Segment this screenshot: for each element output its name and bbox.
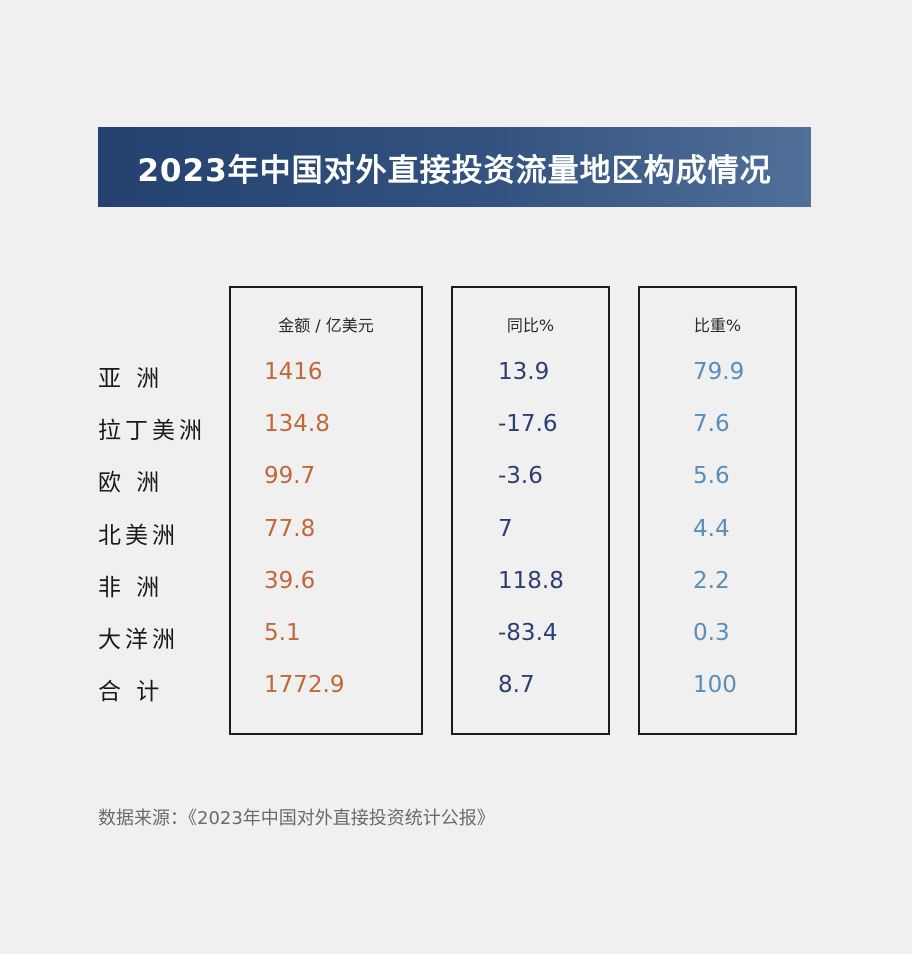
yoy-cell: -17.6 xyxy=(498,411,558,437)
share-cell: 7.6 xyxy=(693,411,730,437)
share-cell: 79.9 xyxy=(693,359,745,385)
yoy-cell: 118.8 xyxy=(498,568,564,594)
share-cell: 2.2 xyxy=(693,568,730,594)
row-label: 亚 洲 xyxy=(98,366,164,392)
row-label: 大洋洲 xyxy=(98,627,179,653)
yoy-cell: 13.9 xyxy=(498,359,550,385)
yoy-cell: 7 xyxy=(498,516,513,542)
amount-cell: 1772.9 xyxy=(264,672,345,698)
yoy-cell: -3.6 xyxy=(498,463,543,489)
row-label: 欧 洲 xyxy=(98,470,164,496)
share-cell: 0.3 xyxy=(693,620,730,646)
row-label: 非 洲 xyxy=(98,575,164,601)
amount-cell: 77.8 xyxy=(264,516,316,542)
amount-cell: 1416 xyxy=(264,359,323,385)
share-cell: 5.6 xyxy=(693,463,730,489)
column-header-yoy: 同比% xyxy=(506,316,555,335)
row-label: 北美洲 xyxy=(98,523,179,549)
row-label: 合 计 xyxy=(98,679,164,705)
amount-column-frame xyxy=(229,286,423,735)
yoy-cell: 8.7 xyxy=(498,672,535,698)
column-header-amount: 金额 / 亿美元 xyxy=(278,316,374,335)
amount-cell: 134.8 xyxy=(264,411,330,437)
share-cell: 4.4 xyxy=(693,516,730,542)
amount-cell: 5.1 xyxy=(264,620,301,646)
yoy-column-frame xyxy=(451,286,610,735)
row-label: 拉丁美洲 xyxy=(98,418,206,444)
column-header-share: 比重% xyxy=(693,316,742,335)
share-column-frame xyxy=(638,286,797,735)
amount-cell: 99.7 xyxy=(264,463,316,489)
title-banner: 2023年中国对外直接投资流量地区构成情况 xyxy=(98,127,811,207)
share-cell: 100 xyxy=(693,672,737,698)
chart-title: 2023年中国对外直接投资流量地区构成情况 xyxy=(137,152,772,189)
source-note: 数据来源：《2023年中国对外直接投资统计公报》 xyxy=(98,808,495,829)
amount-cell: 39.6 xyxy=(264,568,316,594)
yoy-cell: -83.4 xyxy=(498,620,558,646)
